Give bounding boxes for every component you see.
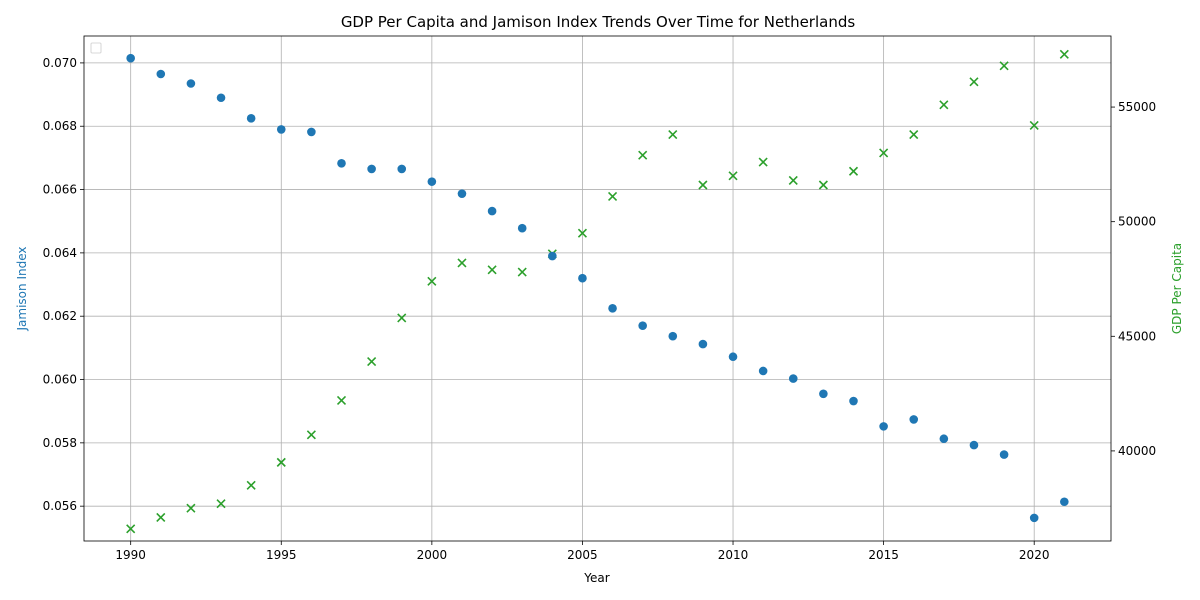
- x-tick-label: 2000: [417, 548, 448, 562]
- gdp-point: [306, 430, 316, 440]
- y-right-tick-label: 55000: [1118, 100, 1156, 114]
- jamison-point: [186, 79, 196, 88]
- jamison-point: [788, 374, 798, 383]
- plot-frame: [83, 35, 1112, 542]
- jamison-point: [126, 53, 135, 63]
- gdp-point: [698, 180, 708, 190]
- gdp-point: [848, 166, 859, 176]
- gdp-point: [577, 228, 588, 238]
- jamison-point: [1029, 513, 1039, 523]
- x-tick-label: 2015: [868, 548, 899, 562]
- gdp-point: [156, 512, 166, 522]
- gdp-point: [216, 499, 226, 509]
- y-right-tick-label: 50000: [1118, 215, 1156, 229]
- jamison-point: [397, 164, 407, 174]
- gdp-point: [939, 100, 949, 110]
- gdp-point: [668, 130, 678, 140]
- jamison-point: [819, 389, 828, 399]
- jamison-point: [307, 127, 316, 137]
- gdp-point: [487, 265, 497, 275]
- jamison-point: [1060, 497, 1069, 507]
- gdp-point: [457, 258, 467, 268]
- y-axis-right-label: GDP Per Capita: [1170, 243, 1184, 334]
- x-axis-label: Year: [583, 571, 609, 585]
- jamison-point: [999, 450, 1009, 459]
- y-left-tick-label: 0.064: [43, 246, 77, 260]
- jamison-point: [457, 189, 467, 198]
- gdp-point: [728, 171, 738, 181]
- grid: [84, 36, 1111, 541]
- jamison-point: [668, 331, 678, 341]
- jamison-series: [126, 53, 1069, 523]
- jamison-point: [939, 434, 949, 444]
- y-left-tick-label: 0.062: [43, 309, 77, 323]
- gdp-point: [879, 148, 889, 158]
- jamison-point: [216, 93, 226, 103]
- gdp-point: [909, 130, 919, 140]
- gdp-point: [367, 356, 377, 367]
- jamison-point: [849, 396, 858, 406]
- chart-title: GDP Per Capita and Jamison Index Trends …: [341, 13, 856, 31]
- y-left-tick-label: 0.066: [43, 183, 77, 197]
- jamison-point: [487, 206, 497, 216]
- gdp-series: [126, 49, 1069, 534]
- jamison-point: [156, 69, 166, 79]
- y-left-tick-label: 0.060: [43, 373, 77, 387]
- jamison-point: [367, 164, 376, 174]
- jamison-point: [246, 114, 256, 123]
- x-tick-label: 2005: [567, 548, 598, 562]
- y-left-tick-label: 0.058: [43, 436, 77, 450]
- legend-box: [90, 42, 102, 54]
- y-left-tick-label: 0.068: [43, 119, 77, 133]
- gdp-point: [638, 150, 648, 160]
- jamison-point: [276, 125, 286, 134]
- gdp-point: [607, 191, 618, 202]
- jamison-point: [969, 440, 979, 450]
- gdp-point: [969, 77, 979, 87]
- x-tick-label: 2010: [718, 548, 749, 562]
- gdp-point: [788, 175, 798, 185]
- jamison-point: [337, 158, 346, 168]
- jamison-point: [517, 223, 527, 233]
- y-axis-left-label: Jamison Index: [15, 247, 29, 332]
- gdp-point: [517, 267, 527, 277]
- x-tick-label: 1995: [266, 548, 297, 562]
- gdp-point: [427, 276, 437, 286]
- jamison-point: [879, 422, 888, 431]
- gdp-point: [1029, 120, 1039, 130]
- x-tick-label: 2020: [1019, 548, 1050, 562]
- x-tick-label: 1990: [115, 548, 146, 562]
- y-right-tick-label: 40000: [1118, 444, 1156, 458]
- jamison-point: [758, 366, 768, 376]
- jamison-point: [578, 273, 587, 283]
- gdp-point: [186, 503, 196, 513]
- y-right-tick-label: 45000: [1118, 329, 1156, 343]
- gdp-point: [126, 524, 136, 534]
- jamison-point: [608, 303, 617, 313]
- gdp-point: [336, 395, 347, 406]
- gdp-point: [818, 180, 828, 190]
- gdp-point: [397, 313, 407, 323]
- gdp-point: [1059, 49, 1069, 59]
- jamison-point: [427, 177, 437, 186]
- gdp-point: [276, 457, 286, 467]
- gdp-point: [758, 157, 768, 167]
- jamison-point: [909, 415, 919, 424]
- jamison-point: [728, 352, 738, 362]
- jamison-point: [638, 321, 647, 331]
- gdp-point: [246, 480, 256, 490]
- gdp-point: [999, 61, 1009, 71]
- jamison-point: [698, 339, 708, 349]
- y-axis-right: 40000 45000 50000 55000: [1111, 100, 1156, 458]
- y-left-tick-label: 0.056: [43, 499, 77, 513]
- jamison-point: [548, 251, 557, 261]
- y-left-tick-label: 0.070: [43, 56, 77, 70]
- x-axis: 1990 1995 2000 2005 2010 2015 2020: [115, 541, 1049, 562]
- y-axis-left: 0.056 0.058 0.060 0.062 0.064 0.066 0.068 0.070: [43, 56, 84, 513]
